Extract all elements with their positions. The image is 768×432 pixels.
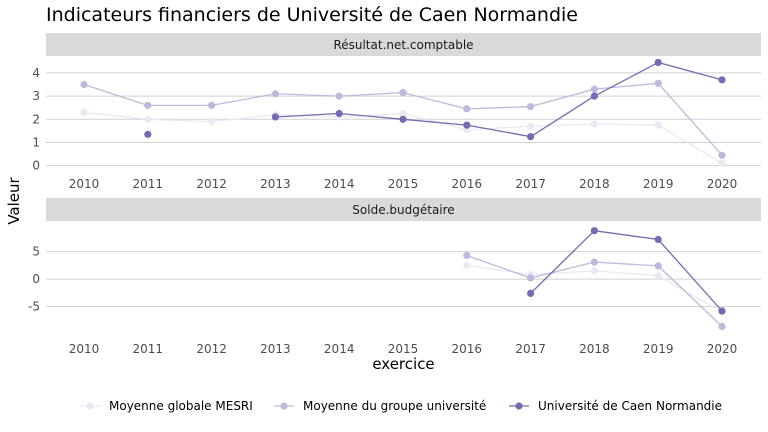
data-point-moyenne-du-groupe-universite <box>590 258 599 266</box>
data-point-universite-de-caen-normandie <box>718 76 726 84</box>
x-tick-label: 2017 <box>515 177 546 191</box>
x-tick-label: 2013 <box>260 342 291 356</box>
x-tick-label: 2014 <box>324 342 355 356</box>
data-point-moyenne-du-groupe-universite <box>718 322 726 330</box>
legend-marker-moyenne-du-groupe-universite <box>280 402 288 410</box>
x-tick-label: 2015 <box>388 342 419 356</box>
y-tick-label: 0 <box>32 272 40 286</box>
chart-title: Indicateurs financiers de Université de … <box>46 4 578 26</box>
data-point-universite-de-caen-normandie <box>399 115 407 123</box>
data-point-moyenne-du-groupe-universite <box>590 85 599 93</box>
data-point-moyenne-du-groupe-universite <box>654 79 662 87</box>
x-tick-label: 2010 <box>69 177 100 191</box>
x-tick-label: 2017 <box>515 342 546 356</box>
data-point-universite-de-caen-normandie <box>718 307 726 315</box>
data-point-universite-de-caen-normandie <box>654 235 662 244</box>
x-tick-label: 2012 <box>196 177 227 191</box>
data-point-universite-de-caen-normandie <box>527 133 535 141</box>
legend-marker-universite-de-caen-normandie <box>515 402 523 410</box>
data-point-moyenne-du-groupe-universite <box>399 89 407 97</box>
series-line-universite-de-caen-normandie <box>275 61 723 138</box>
panel-0: Résultat.net.comptable 0 1 2 3 4 2010 2011 2012… <box>32 33 761 191</box>
data-point-moyenne-du-groupe-universite <box>654 262 662 270</box>
legend-label-moyenne-du-groupe-universite: Moyenne du groupe université <box>303 399 486 413</box>
data-point-moyenne-globale-mesri <box>144 115 152 123</box>
data-point-universite-de-caen-normandie <box>144 130 152 138</box>
x-tick-label: 2015 <box>388 177 419 191</box>
data-point-universite-de-caen-normandie <box>463 121 471 129</box>
x-tick-label: 2011 <box>133 342 164 356</box>
data-point-moyenne-globale-mesri <box>80 108 88 116</box>
y-tick-label: 3 <box>32 89 40 103</box>
x-tick-label: 2020 <box>707 342 738 356</box>
data-point-moyenne-globale-mesri <box>527 122 535 130</box>
y-tick-label: -5 <box>28 300 40 314</box>
panel-1: Solde.budgétaire -5 0 5 2010 2011 2012 2013 201… <box>28 198 761 356</box>
y-tick-label: 0 <box>32 159 40 173</box>
y-tick-label: 2 <box>32 112 40 126</box>
x-tick-label: 2010 <box>69 342 100 356</box>
legend-marker-moyenne-globale-mesri <box>86 402 94 410</box>
x-tick-label: 2011 <box>133 177 164 191</box>
x-tick-label: 2016 <box>452 177 483 191</box>
panel-strip <box>46 198 761 221</box>
data-point-moyenne-du-groupe-universite <box>718 151 726 159</box>
data-point-moyenne-du-groupe-universite <box>80 80 88 89</box>
x-tick-label: 2013 <box>260 177 291 191</box>
legend-label-moyenne-globale-mesri: Moyenne globale MESRI <box>109 399 253 413</box>
data-point-universite-de-caen-normandie <box>590 92 599 100</box>
panel-strip-label: Résultat.net.comptable <box>333 38 473 52</box>
data-point-moyenne-du-groupe-universite <box>463 105 471 113</box>
data-point-moyenne-globale-mesri <box>654 272 662 280</box>
panel-strip <box>46 33 761 56</box>
y-tick-label: 4 <box>32 66 40 80</box>
x-tick-label: 2019 <box>643 177 674 191</box>
panel-strip-label: Solde.budgétaire <box>352 203 454 217</box>
data-point-universite-de-caen-normandie <box>654 58 662 67</box>
data-point-moyenne-globale-mesri <box>590 267 599 275</box>
x-tick-label: 2018 <box>579 342 610 356</box>
data-point-moyenne-du-groupe-universite <box>335 92 343 100</box>
legend-label-universite-de-caen-normandie: Université de Caen Normandie <box>538 399 722 413</box>
data-point-moyenne-globale-mesri <box>463 261 471 269</box>
y-axis-title: Valeur <box>5 176 23 224</box>
x-tick-label: 2016 <box>452 342 483 356</box>
data-point-moyenne-du-groupe-universite <box>208 101 216 109</box>
data-point-universite-de-caen-normandie <box>335 109 343 118</box>
data-point-moyenne-du-groupe-universite <box>463 251 471 260</box>
data-point-moyenne-du-groupe-universite <box>144 101 152 109</box>
data-point-moyenne-du-groupe-universite <box>527 102 535 111</box>
x-tick-label: 2019 <box>643 342 674 356</box>
y-tick-label: 1 <box>32 135 40 149</box>
x-tick-label: 2014 <box>324 177 355 191</box>
x-tick-label: 2020 <box>707 177 738 191</box>
series-line-universite-de-caen-normandie <box>530 230 723 312</box>
x-tick-label: 2012 <box>196 342 227 356</box>
x-axis-title: exercice <box>372 355 434 373</box>
data-point-moyenne-globale-mesri <box>590 120 599 128</box>
data-point-moyenne-globale-mesri <box>399 109 407 118</box>
legend: Moyenne globale MESRI Moyenne du groupe u… <box>80 399 722 413</box>
data-point-moyenne-du-groupe-universite <box>271 90 279 98</box>
data-point-moyenne-globale-mesri <box>654 121 662 129</box>
data-point-moyenne-globale-mesri <box>718 159 726 167</box>
data-point-universite-de-caen-normandie <box>590 227 599 235</box>
data-point-moyenne-du-groupe-universite <box>527 274 535 282</box>
x-tick-label: 2018 <box>579 177 610 191</box>
data-point-universite-de-caen-normandie <box>271 113 279 121</box>
series-line-moyenne-du-groupe-universite <box>466 254 723 327</box>
data-point-moyenne-globale-mesri <box>208 118 216 126</box>
data-point-universite-de-caen-normandie <box>527 289 535 297</box>
y-tick-label: 5 <box>32 245 40 259</box>
